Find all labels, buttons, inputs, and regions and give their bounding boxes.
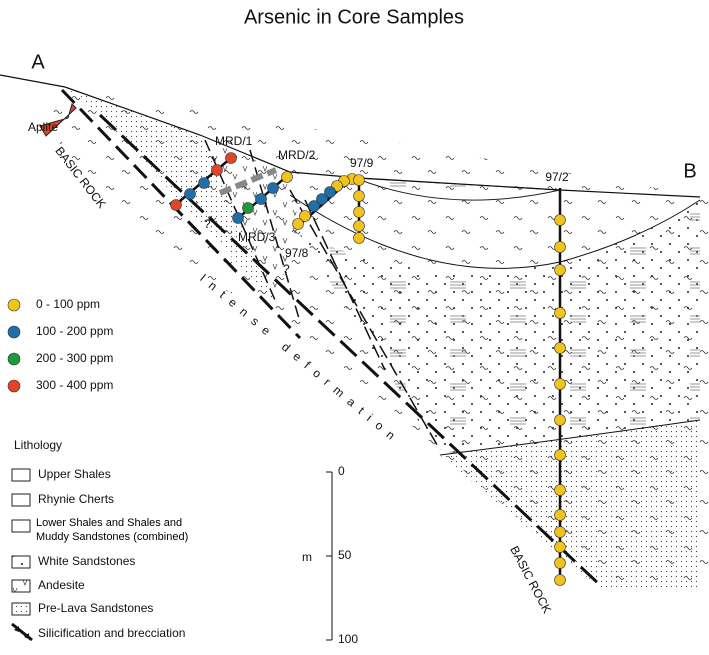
projected-hole (218, 167, 278, 196)
sample (353, 190, 365, 202)
fault (60, 88, 302, 340)
scale-tick-label: 100 (338, 632, 358, 646)
sample (267, 182, 279, 194)
sample (211, 164, 223, 176)
legend-dot (7, 352, 21, 366)
borehole-label: MRD/3 (238, 230, 276, 244)
query: ? (204, 217, 211, 231)
sample (316, 193, 328, 205)
sample (554, 264, 566, 276)
borehole-label: 97/9 (350, 156, 374, 170)
sample (299, 210, 311, 222)
sample (554, 557, 566, 569)
legend: Lithology Upper Shales Rhynie Cherts Low… (7, 297, 189, 642)
pre-lava-sandstone-lower (440, 420, 700, 590)
sample (554, 484, 566, 496)
legend-dot (7, 379, 21, 393)
title: Arsenic in Core Samples (244, 6, 464, 28)
sample (554, 574, 566, 586)
sample (225, 152, 237, 164)
swatch (14, 626, 29, 639)
swatch (11, 602, 31, 616)
borehole-label: MRD/2 (278, 148, 316, 162)
scale-tick-label: 50 (338, 548, 352, 562)
borehole-label: 97/8 (285, 246, 309, 260)
legend-label: 300 - 400 ppm (36, 378, 113, 392)
swatch (11, 519, 31, 533)
scale-unit: m (302, 550, 312, 564)
sample (353, 220, 365, 232)
sample (308, 200, 320, 212)
sample (554, 241, 566, 253)
sample (554, 526, 566, 538)
sample (353, 206, 365, 218)
swatch (11, 493, 31, 507)
query: ? (283, 262, 290, 276)
borehole-label: MRD/1 (215, 134, 253, 148)
sample (554, 214, 566, 226)
lower-shales (300, 200, 700, 455)
swatch (11, 555, 31, 569)
legend-label: 100 - 200 ppm (36, 324, 113, 338)
legend-dot (7, 298, 21, 312)
scale-tick-label: 0 (338, 464, 345, 478)
sample (170, 199, 182, 211)
lithology-label: White Sandstones (38, 554, 135, 568)
upper-shales (354, 177, 561, 201)
sample (198, 177, 210, 189)
end-label: B (683, 160, 696, 182)
sample (324, 186, 336, 198)
scale-bar: m 0 50 100 (302, 464, 358, 646)
end-label: A (31, 51, 45, 73)
aplite-body (39, 103, 77, 137)
sample (255, 193, 267, 205)
fault (289, 189, 441, 451)
fault (98, 113, 602, 587)
contact (439, 419, 701, 456)
sample (554, 307, 566, 319)
sample (281, 171, 293, 183)
andesite (205, 140, 300, 300)
lithology-label: Andesite (38, 578, 85, 592)
legend-dot (7, 325, 21, 339)
lithology-label: Rhynie Cherts (38, 492, 114, 506)
fault (304, 199, 386, 371)
sample (292, 218, 304, 230)
sample (554, 449, 566, 461)
swatch (11, 579, 31, 593)
sample (184, 188, 196, 200)
sample (554, 378, 566, 390)
sample (554, 342, 566, 354)
lithology-label: Lower Shales and Shales and Muddy Sandst… (36, 517, 189, 543)
borehole-label: 97/2 (545, 170, 569, 184)
basic-rock-label: BASIC ROCK (507, 544, 554, 616)
sample (353, 174, 365, 186)
lithology-title: Lithology (14, 438, 62, 452)
legend-label: 200 - 300 ppm (36, 351, 113, 365)
sample (554, 541, 566, 553)
sample (554, 509, 566, 521)
sample (353, 232, 365, 244)
sample (554, 414, 566, 426)
boreholes (170, 152, 566, 586)
legend-label: 0 - 100 ppm (36, 297, 100, 311)
pre-lava-sandstone (65, 87, 300, 330)
swatch (11, 468, 31, 482)
sample (232, 212, 244, 224)
lithology-label: Upper Shales (38, 467, 111, 481)
lithology-label: Pre-Lava Sandstones (38, 601, 153, 615)
aplite-label: Aplite (28, 120, 58, 134)
sample (242, 202, 254, 214)
lithology-label: Silicification and brecciation (38, 626, 185, 640)
